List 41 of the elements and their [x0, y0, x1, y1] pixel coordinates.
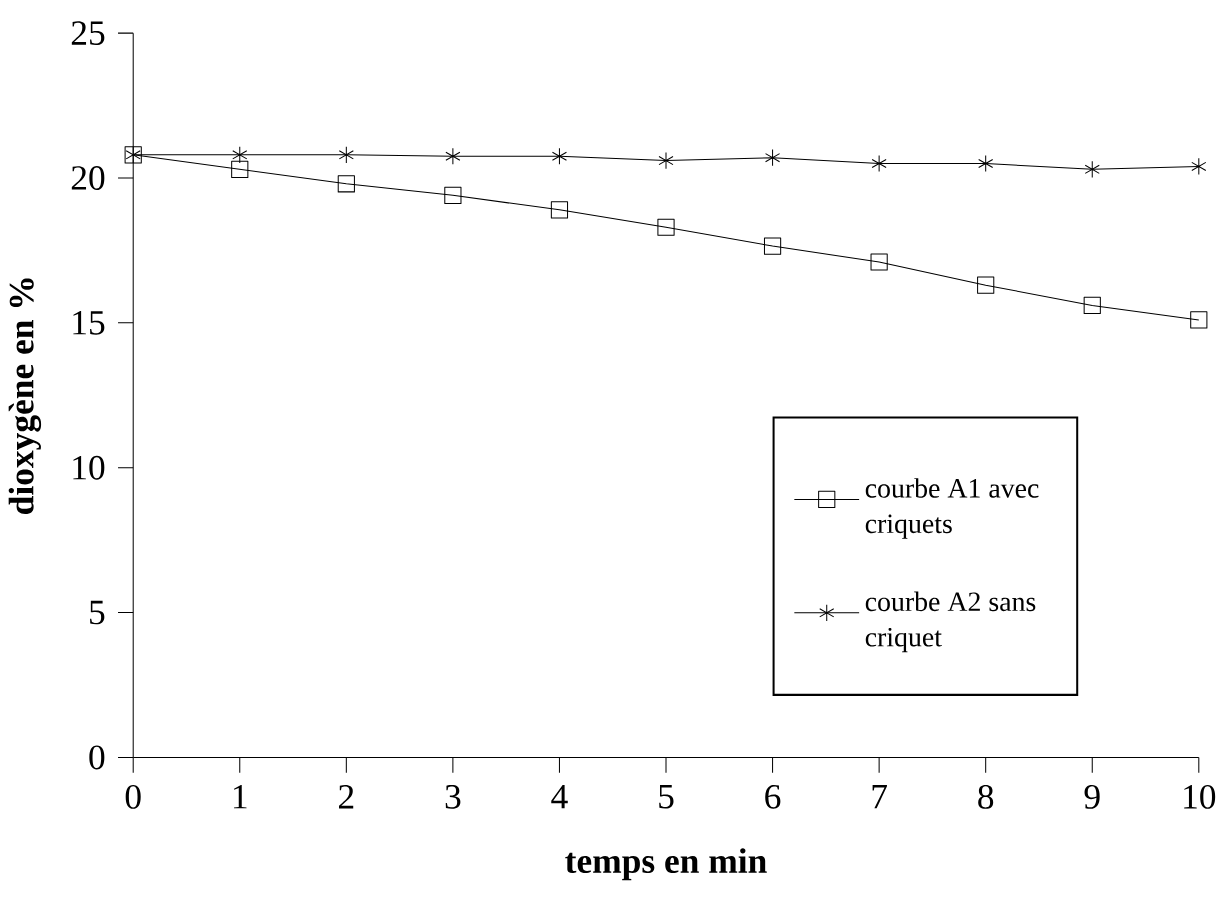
- y-axis-title: dioxygène en %: [8, 278, 42, 514]
- point: [338, 146, 354, 164]
- point: [978, 154, 994, 173]
- y-tick-label: 10: [73, 455, 105, 480]
- point: [550, 201, 569, 219]
- point: [765, 149, 781, 167]
- point: [871, 154, 887, 173]
- point: [763, 237, 782, 255]
- point: [977, 276, 995, 294]
- y-tick-label: 0: [89, 745, 105, 770]
- point: [1083, 296, 1101, 315]
- point: [1191, 157, 1207, 176]
- point: [551, 147, 567, 165]
- point: [232, 146, 248, 164]
- point: [445, 147, 461, 165]
- y-tick-label: 5: [90, 600, 105, 625]
- y-tick-label: 15: [73, 311, 105, 335]
- legend-label: courbe A1 avec criquets: [865, 478, 1039, 539]
- x-tick-label: 5: [659, 785, 674, 809]
- y-tick-label: 20: [71, 166, 105, 191]
- x-tick-label: 4: [551, 785, 568, 809]
- point: [658, 152, 674, 170]
- point: [870, 253, 888, 271]
- x-axis-title: temps en min: [565, 848, 767, 881]
- x-tick-label: 8: [978, 785, 994, 809]
- point: [1084, 160, 1100, 178]
- x-tick-label: 1: [234, 785, 247, 809]
- legend-label: courbe A2 sans criquet: [865, 591, 1036, 653]
- y-tick-label: 25: [71, 21, 105, 46]
- x-tick-label: 3: [445, 785, 461, 809]
- x-tick-label: 7: [872, 785, 887, 809]
- point: [657, 218, 675, 236]
- point: [231, 160, 249, 178]
- point: [337, 175, 355, 193]
- x-tick-label: 0: [125, 785, 141, 809]
- x-tick-label: 2: [339, 785, 354, 809]
- x-tick-label: 6: [765, 785, 781, 809]
- x-tick-label: 9: [1084, 785, 1100, 809]
- x-tick-label: 10: [1184, 785, 1216, 809]
- point: [444, 186, 462, 205]
- point: [1190, 311, 1208, 329]
